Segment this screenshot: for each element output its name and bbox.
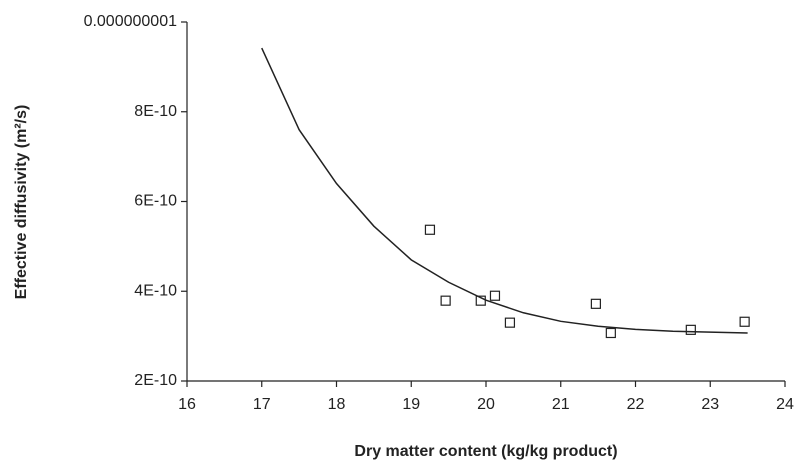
x-tick-label: 23: [701, 396, 719, 413]
data-point: [605, 327, 616, 339]
fit-curve: [261, 47, 748, 334]
x-tick-label: 16: [178, 396, 196, 413]
x-tick-label: 17: [253, 396, 271, 413]
y-tick-label: 0.000000001: [84, 13, 178, 30]
x-tick-label: 22: [627, 396, 645, 413]
y-axis-title: Effective diffusivity (m²/s): [13, 105, 30, 300]
x-tick-label: 18: [328, 396, 346, 413]
x-axis-title: Dry matter content (kg/kg product): [354, 443, 617, 460]
data-point: [424, 224, 436, 235]
data-point: [590, 298, 601, 309]
x-tick-label: 24: [776, 396, 794, 413]
y-tick-label: 8E-10: [134, 103, 177, 120]
data-point: [685, 324, 696, 335]
data-point: [440, 295, 451, 306]
data-point: [504, 317, 516, 328]
y-tick-label: 2E-10: [134, 372, 177, 389]
data-point: [739, 316, 750, 327]
y-tick-label: 4E-10: [134, 282, 177, 299]
data-point: [489, 290, 501, 301]
x-tick-label: 21: [552, 396, 570, 413]
x-tick-label: 20: [477, 396, 495, 413]
x-tick-label: 19: [402, 396, 420, 413]
y-tick-label: 6E-10: [134, 193, 177, 210]
